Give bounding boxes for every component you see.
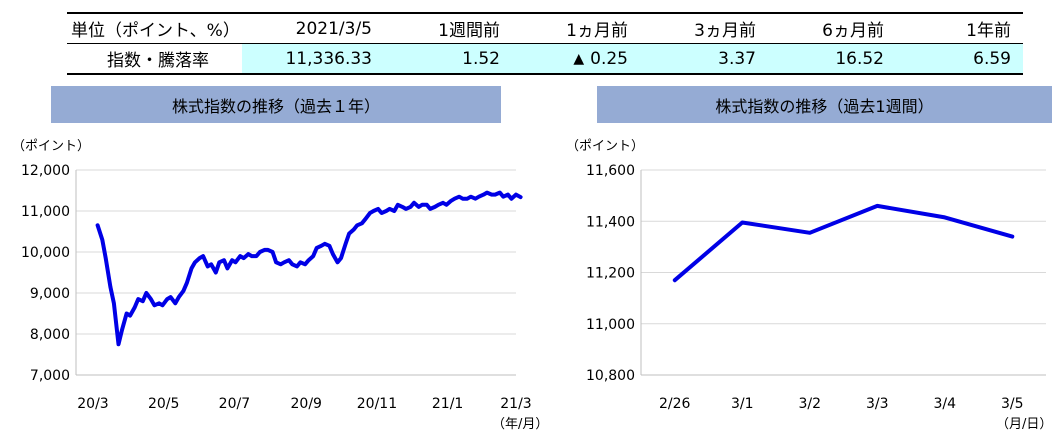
chart2-x-tick-label: 3/1 [731,396,754,412]
month-change-value: 0.25 [590,48,628,69]
chart1-x-tick-label: 20/3 [77,396,108,412]
chart2-title-banner: 株式指数の推移（過去1週間） [597,86,1052,123]
month-ago-header: 1ヵ月前 [512,12,640,44]
chart1-y-tick-label: 10,000 [21,245,70,261]
table-header-row: 単位（ポイント、%） 2021/3/5 1週間前 1ヵ月前 3ヵ月前 6ヵ月前 … [67,12,1023,44]
chart2-y-tick-label: 11,400 [586,214,635,230]
chart1-y-tick-label: 9,000 [30,286,70,302]
year-change-value: 6.59 [896,43,1023,75]
week-ago-header: 1週間前 [384,12,512,44]
week-change-value: 1.52 [384,43,512,75]
chart2-x-unit-label: （月/日） [996,417,1052,432]
chart1-x-tick-label: 20/11 [357,396,397,412]
chart2-title: 株式指数の推移（過去1週間） [715,96,934,116]
year-ago-header: 1年前 [896,12,1023,44]
three-month-change-value: 3.37 [640,43,768,75]
chart2-x-tick-label: 3/4 [933,396,956,412]
index-value: 11,336.33 [242,43,384,75]
chart1-y-tick-label: 12,000 [21,163,70,179]
chart1-series-line [95,190,523,347]
unit-header: 単位（ポイント、%） [67,12,242,44]
negative-triangle-icon: ▲ [573,50,585,67]
chart1-x-tick-label: 20/9 [291,396,322,412]
chart1-y-tick-label: 7,000 [30,368,70,384]
chart1-title: 株式指数の推移（過去１年） [171,96,380,116]
row-label: 指数・騰落率 [67,43,242,75]
chart1-y-unit-label: （ポイント） [12,139,90,154]
chart2-x-tick-label: 2/26 [659,396,691,412]
chart1-x-unit-label: （年/月） [492,417,548,432]
chart2-series-line [672,203,1015,283]
chart2-y-tick-label: 11,600 [586,163,635,179]
chart2-x-tick-label: 3/5 [1001,396,1024,412]
chart2-x-tick-label: 3/3 [866,396,889,412]
chart2-y-tick-label: 10,800 [586,368,635,384]
six-months-ago-header: 6ヵ月前 [768,12,896,44]
month-change-cell: ▲ 0.25 [512,43,640,75]
chart1-x-tick-label: 21/1 [432,396,463,412]
table-value-row: 指数・騰落率 11,336.33 1.52 ▲ 0.25 3.37 16.52 6… [67,43,1023,75]
chart1-y-tick-label: 11,000 [21,204,70,220]
date-header: 2021/3/5 [242,12,384,44]
chart2-x-tick-label: 3/2 [798,396,821,412]
summary-table: 単位（ポイント、%） 2021/3/5 1週間前 1ヵ月前 3ヵ月前 6ヵ月前 … [67,12,1023,75]
six-month-change-value: 16.52 [768,43,896,75]
three-months-ago-header: 3ヵ月前 [640,12,768,44]
chart1-x-tick-label: 21/3 [500,396,531,412]
chart2-y-unit-label: （ポイント） [566,139,644,154]
chart1-y-tick-label: 8,000 [30,327,70,343]
chart2-y-tick-label: 11,000 [586,317,635,333]
chart2-y-tick-label: 11,200 [586,266,635,282]
chart1-title-banner: 株式指数の推移（過去１年） [51,86,501,123]
chart1-x-tick-label: 20/5 [148,396,179,412]
chart1-x-tick-label: 20/7 [219,396,250,412]
